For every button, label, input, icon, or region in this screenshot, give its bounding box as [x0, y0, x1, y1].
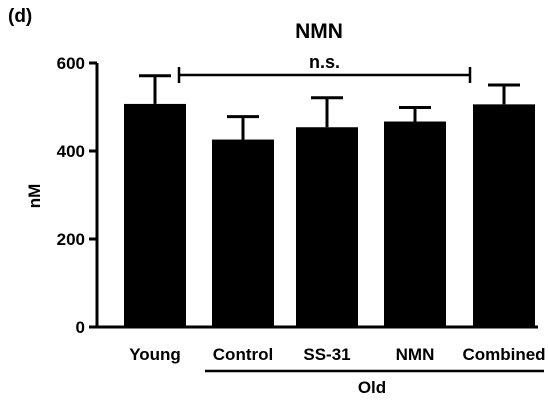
y-tick-label: 600	[57, 54, 85, 73]
y-tick-label: 200	[57, 230, 85, 249]
annotations: n.s. Old	[177, 52, 544, 397]
bars	[124, 103, 535, 328]
y-tick-label: 0	[76, 318, 85, 337]
x-tick-label: Control	[213, 345, 273, 364]
significance-label: n.s.	[309, 52, 340, 72]
x-tick-label: Combined	[462, 345, 545, 364]
y-tick-label: 400	[57, 142, 85, 161]
bar-nmn	[384, 121, 446, 328]
x-tick-labels: Young Control SS-31 NMN Combined	[129, 345, 545, 364]
group-label: Old	[358, 378, 386, 397]
x-tick-label: SS-31	[303, 345, 350, 364]
bar-combined	[473, 104, 535, 327]
bar-young	[124, 103, 186, 327]
bar-ss-31	[296, 127, 358, 328]
bar-control	[212, 139, 274, 327]
error-bars	[139, 74, 520, 140]
chart-title: NMN	[295, 20, 343, 43]
panel-label: (d)	[8, 6, 32, 27]
x-tick-label: Young	[129, 345, 181, 364]
x-tick-label: NMN	[396, 345, 435, 364]
y-tick-labels: 0 200 400 600	[57, 54, 85, 337]
y-axis-label: nM	[25, 184, 44, 209]
